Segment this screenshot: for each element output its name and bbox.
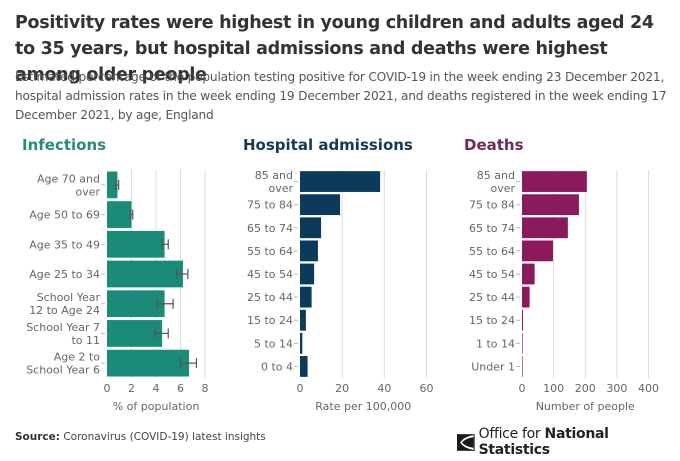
bar bbox=[300, 217, 322, 239]
bar bbox=[300, 263, 315, 285]
y-tick-label: School Year bbox=[37, 291, 101, 304]
bar bbox=[522, 171, 587, 192]
x-tick-label: 0 bbox=[519, 382, 526, 395]
y-tick-label: over bbox=[75, 185, 100, 198]
x-tick-label: 0 bbox=[297, 382, 304, 395]
y-tick-label: 45 to 54 bbox=[469, 268, 515, 281]
y-tick-label: 25 to 44 bbox=[247, 291, 293, 304]
panel-title-2: Deaths bbox=[464, 136, 524, 154]
source-note: Source: Coronavirus (COVID-19) latest in… bbox=[15, 431, 266, 443]
x-axis-label: Rate per 100,000 bbox=[315, 400, 411, 413]
y-tick-label: 85 and bbox=[255, 169, 293, 182]
y-tick-label: to 11 bbox=[71, 334, 100, 347]
y-tick-label: 45 to 54 bbox=[247, 268, 293, 281]
x-axis-label: % of population bbox=[113, 400, 200, 413]
y-tick-label: Age 25 to 34 bbox=[29, 268, 100, 281]
y-tick-label: 55 to 64 bbox=[469, 245, 515, 258]
bar bbox=[300, 286, 312, 308]
y-tick-label: Age 70 and bbox=[37, 172, 100, 185]
bar bbox=[522, 309, 523, 331]
x-tick-label: 2 bbox=[128, 382, 135, 395]
bar bbox=[300, 194, 341, 216]
bar bbox=[522, 263, 535, 285]
bar bbox=[107, 230, 165, 258]
bar bbox=[107, 320, 163, 347]
y-tick-label: School Year 6 bbox=[26, 364, 100, 377]
x-tick-label: 4 bbox=[153, 382, 160, 395]
bar bbox=[300, 356, 308, 377]
bar bbox=[522, 240, 553, 262]
y-tick-label: Age 35 to 49 bbox=[29, 238, 100, 251]
y-tick-label: Under 1 bbox=[471, 360, 515, 373]
y-tick-label: 5 to 14 bbox=[254, 337, 293, 350]
ons-logo-icon bbox=[457, 433, 475, 451]
y-tick-label: 65 to 74 bbox=[247, 222, 293, 235]
bar bbox=[107, 201, 132, 228]
x-tick-label: 0 bbox=[104, 382, 111, 395]
x-tick-label: 20 bbox=[335, 382, 349, 395]
x-tick-label: 6 bbox=[177, 382, 184, 395]
x-tick-label: 8 bbox=[202, 382, 209, 395]
y-tick-label: 75 to 84 bbox=[247, 199, 293, 212]
bar bbox=[522, 194, 579, 216]
y-tick-label: 75 to 84 bbox=[469, 199, 515, 212]
y-tick-label: 65 to 74 bbox=[469, 222, 515, 235]
ons-logo-text-light: Office for bbox=[478, 426, 545, 442]
bar bbox=[522, 217, 568, 239]
ons-logo-text-bold: National Statistics bbox=[478, 426, 609, 458]
y-tick-label: Age 50 to 69 bbox=[29, 209, 100, 222]
y-tick-label: 15 to 24 bbox=[469, 314, 515, 327]
ons-logo: Office for National Statistics bbox=[457, 426, 680, 458]
chart-title: Positivity rates were highest in young c… bbox=[15, 13, 654, 85]
bar bbox=[522, 332, 523, 354]
panel-title-1: Hospital admissions bbox=[243, 136, 413, 154]
source-label: Source: bbox=[15, 431, 60, 443]
y-tick-label: 0 to 4 bbox=[261, 360, 293, 373]
y-tick-label: 85 and bbox=[477, 169, 515, 182]
y-tick-label: Age 2 to bbox=[54, 351, 101, 364]
bar bbox=[522, 356, 523, 377]
bar bbox=[107, 260, 183, 288]
bar bbox=[300, 309, 306, 331]
y-tick-label: 12 to Age 24 bbox=[29, 304, 100, 317]
panel-title-0: Infections bbox=[22, 136, 106, 154]
bar bbox=[107, 171, 118, 199]
x-axis-label: Number of people bbox=[536, 400, 635, 413]
x-tick-label: 60 bbox=[420, 382, 434, 395]
y-tick-label: 25 to 44 bbox=[469, 291, 515, 304]
y-tick-label: 15 to 24 bbox=[247, 314, 293, 327]
y-tick-label: School Year 7 bbox=[26, 321, 100, 334]
y-tick-label: 1 to 14 bbox=[476, 337, 515, 350]
y-tick-label: over bbox=[490, 182, 515, 195]
bar bbox=[107, 290, 165, 318]
x-tick-label: 200 bbox=[575, 382, 596, 395]
x-tick-label: 40 bbox=[377, 382, 391, 395]
bar bbox=[300, 240, 318, 262]
bar bbox=[522, 286, 530, 308]
chart-subtitle: Estimated percentage of the population t… bbox=[15, 70, 667, 122]
bar bbox=[300, 332, 303, 354]
x-tick-label: 100 bbox=[543, 382, 564, 395]
x-tick-label: 400 bbox=[638, 382, 659, 395]
bar bbox=[300, 171, 381, 192]
y-tick-label: over bbox=[268, 182, 293, 195]
source-text: Coronavirus (COVID-19) latest insights bbox=[63, 431, 266, 443]
x-tick-label: 300 bbox=[606, 382, 627, 395]
bar bbox=[107, 349, 190, 377]
y-tick-label: 55 to 64 bbox=[247, 245, 293, 258]
